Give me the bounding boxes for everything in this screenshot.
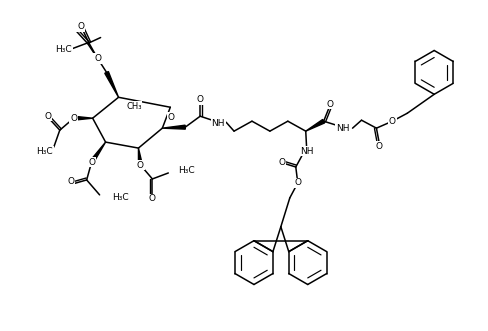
- Text: CH₃: CH₃: [126, 102, 142, 111]
- Text: NH: NH: [211, 119, 224, 128]
- Text: O: O: [196, 95, 203, 104]
- Polygon shape: [74, 116, 92, 120]
- Text: O: O: [44, 112, 51, 121]
- Text: O: O: [375, 142, 382, 151]
- Text: O: O: [88, 158, 95, 166]
- Text: H₃C: H₃C: [112, 193, 129, 202]
- Text: O: O: [70, 114, 77, 123]
- Polygon shape: [138, 148, 142, 165]
- Polygon shape: [90, 142, 105, 163]
- Text: O: O: [148, 194, 156, 203]
- Text: O: O: [67, 177, 74, 186]
- Polygon shape: [162, 125, 185, 129]
- Text: O: O: [388, 117, 395, 126]
- Text: H₃C: H₃C: [55, 45, 72, 54]
- Text: NH: NH: [299, 147, 313, 156]
- Text: O: O: [294, 178, 301, 187]
- Text: O: O: [77, 22, 84, 31]
- Polygon shape: [104, 71, 118, 97]
- Text: O: O: [278, 158, 285, 166]
- Text: H₃C: H₃C: [37, 147, 53, 156]
- Text: O: O: [94, 54, 101, 63]
- Text: O: O: [325, 100, 332, 109]
- Text: O: O: [137, 161, 143, 169]
- Text: NH: NH: [335, 124, 348, 133]
- Polygon shape: [305, 119, 324, 131]
- Text: H₃C: H₃C: [178, 166, 195, 175]
- Text: O: O: [167, 113, 174, 122]
